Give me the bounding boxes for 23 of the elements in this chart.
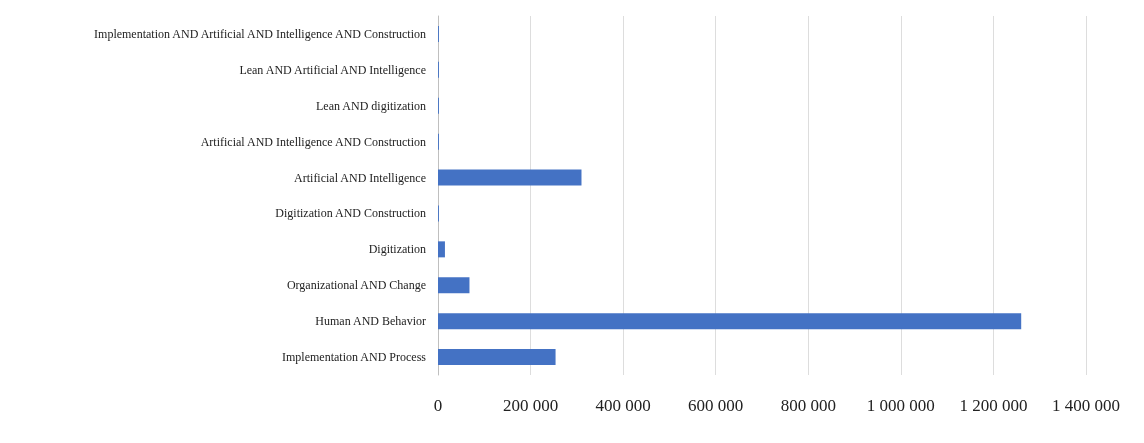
x-tick-label: 1 400 000 [1052,396,1120,415]
y-tick-label: Artificial AND Intelligence [294,170,426,185]
x-tick-label: 400 000 [595,396,651,415]
y-tick-label: Implementation AND Artificial AND Intelligence AND Construction [94,26,426,41]
y-tick-label: Artificial AND Intelligence AND Construction [200,134,426,149]
bar [438,277,470,294]
x-tick-label: 0 [433,396,443,415]
y-tick-label: Human AND Behavior [315,314,426,329]
y-tick-label: Implementation AND Process [282,350,427,365]
bar [438,313,1022,330]
y-tick-label: Organizational AND Change [286,278,426,293]
bar [438,349,556,366]
y-tick-label: Digitization [368,242,426,257]
x-tick-label: 200 000 [502,396,559,415]
bar [438,241,445,258]
y-tick-label: Digitization AND Construction [275,206,426,221]
x-tick-label: 800 000 [780,396,836,415]
bar [438,169,582,186]
x-tick-label: 1 000 000 [866,396,935,415]
y-tick-label: Lean AND Artificial AND Intelligence [239,62,426,77]
x-tick-label: 1 200 000 [959,396,1028,415]
y-tick-label: Lean AND digitization [316,98,426,113]
x-tick-label: 600 000 [688,396,744,415]
